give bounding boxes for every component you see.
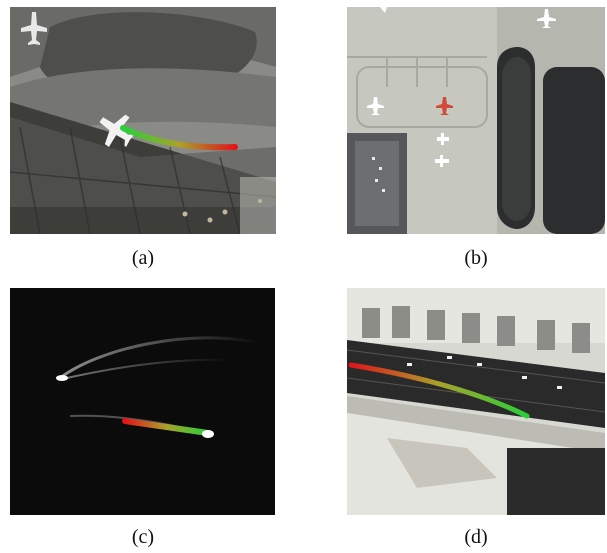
panel-c-image: [10, 288, 275, 515]
caption-c: (c): [131, 526, 155, 548]
airplane-icon: [21, 12, 47, 45]
caption-d: (d): [464, 526, 488, 548]
panel-b-image: [347, 7, 605, 234]
panel-a-image: [10, 7, 276, 234]
caption-a: (a): [131, 247, 155, 269]
caption-b: (b): [464, 247, 488, 269]
panel-d-image: [347, 288, 605, 515]
